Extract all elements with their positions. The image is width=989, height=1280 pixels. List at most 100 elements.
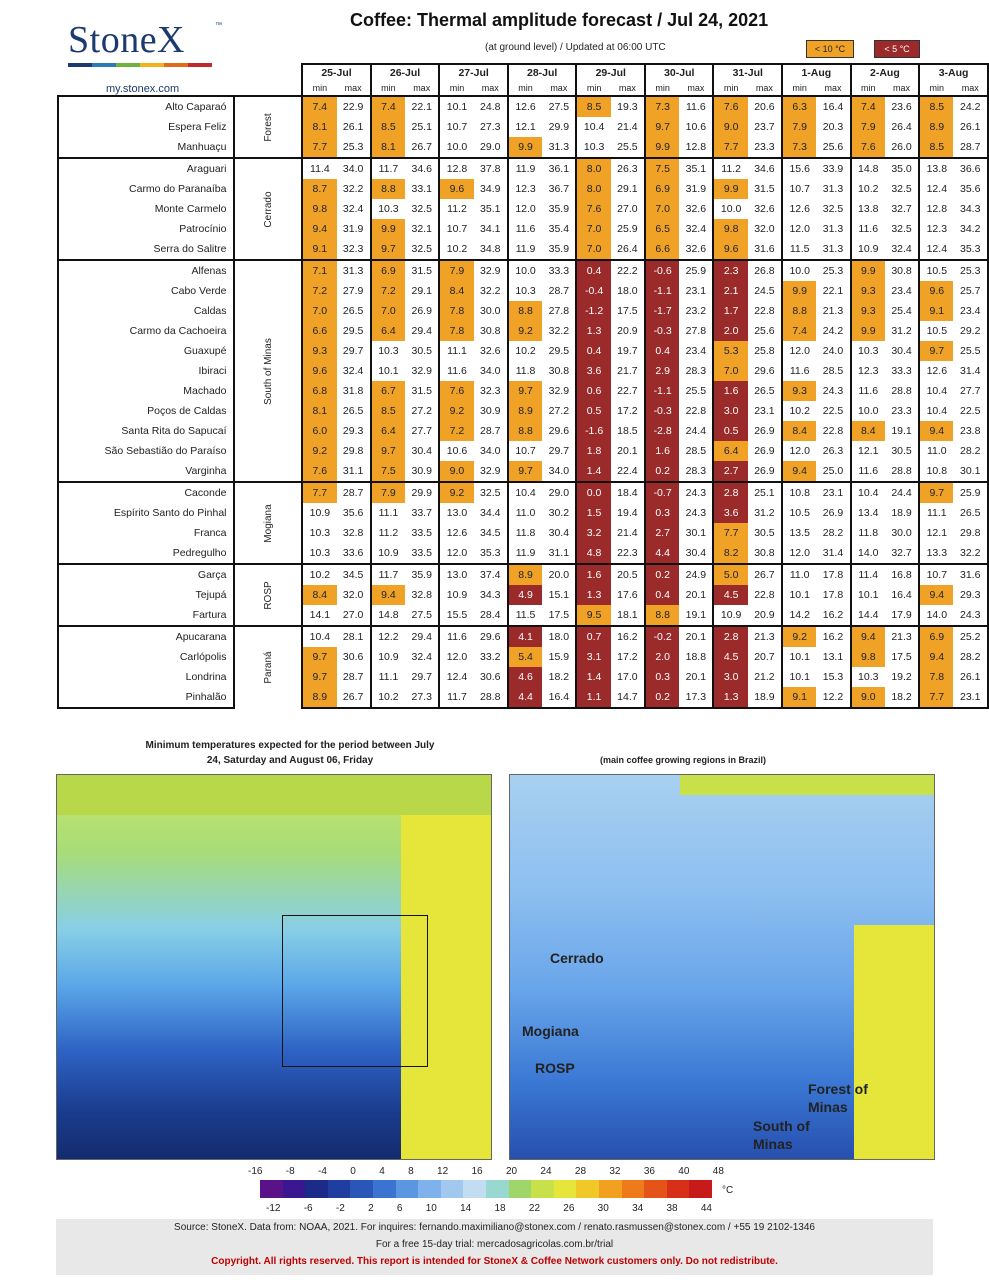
min-value: 8.9 xyxy=(918,117,954,137)
min-value: 8.8 xyxy=(644,605,680,626)
min-value: 12.0 xyxy=(781,543,817,564)
min-value: 10.1 xyxy=(781,585,817,605)
max-value: 29.7 xyxy=(548,445,570,457)
min-value: 9.7 xyxy=(918,341,954,361)
max-value: 33.9 xyxy=(816,157,851,179)
min-value: 11.1 xyxy=(369,503,406,523)
colorbar-tick: 36 xyxy=(643,1166,655,1177)
min-value: 9.7 xyxy=(369,441,406,461)
min-value: 9.7 xyxy=(506,461,543,482)
max-value: 31.4 xyxy=(953,361,989,381)
min-value: 12.0 xyxy=(781,219,817,239)
max-value: 28.3 xyxy=(685,365,707,377)
max-header: max xyxy=(413,83,431,93)
max-value: 34.3 xyxy=(480,589,501,601)
colorbar-tick: 32 xyxy=(609,1166,621,1177)
max-value: 25.1 xyxy=(411,121,432,133)
min-value: 13.0 xyxy=(438,563,474,585)
min-value: 10.9 xyxy=(849,239,885,260)
max-value: 25.3 xyxy=(953,259,989,281)
max-value: 30.6 xyxy=(342,651,364,663)
max-value: 33.3 xyxy=(542,259,577,281)
min-header: min xyxy=(918,81,954,96)
max-value: 21.4 xyxy=(617,527,638,539)
max-value: 18.9 xyxy=(747,687,783,709)
max-value: 36.7 xyxy=(548,183,570,195)
max-value: 31.9 xyxy=(342,223,364,235)
city-name: Apucarana xyxy=(57,625,234,647)
max-value: 30.8 xyxy=(884,259,920,281)
min-value: 9.9 xyxy=(644,137,680,158)
max-value: 26.5 xyxy=(342,305,364,317)
city-name: Carmo da Cachoeira xyxy=(57,321,234,341)
min-value: 9.6 xyxy=(712,239,748,260)
min-value: 1.4 xyxy=(575,667,611,687)
max-value: 21.2 xyxy=(754,671,775,683)
min-value: 14.0 xyxy=(918,605,954,626)
max-header: max xyxy=(481,83,499,93)
header-blank xyxy=(58,81,234,96)
min-value: 7.4 xyxy=(369,95,406,117)
max-value: 17.0 xyxy=(617,671,638,683)
min-value: 12.0 xyxy=(781,341,817,361)
min-value: 8.1 xyxy=(369,137,406,158)
max-value: 28.5 xyxy=(822,365,844,377)
max-value: 23.8 xyxy=(953,421,989,441)
min-value: 10.8 xyxy=(918,461,954,482)
max-value: 33.3 xyxy=(891,365,912,377)
min-value: 9.9 xyxy=(781,281,817,301)
max-value: 23.1 xyxy=(953,687,989,709)
max-value: 19.3 xyxy=(610,95,646,117)
max-value: 25.7 xyxy=(953,281,989,301)
max-value: 24.8 xyxy=(473,95,508,117)
min-value: 10.7 xyxy=(438,219,474,239)
max-value: 31.2 xyxy=(891,325,912,337)
min-value: 0.7 xyxy=(575,625,611,647)
max-value: 30.5 xyxy=(754,527,775,539)
colorbar-swatch xyxy=(327,1180,351,1198)
min-value: 10.0 xyxy=(849,401,885,421)
day-header: 30-Jul xyxy=(644,63,714,81)
min-value: 10.5 xyxy=(918,321,954,341)
max-value: 11.6 xyxy=(679,95,714,117)
min-value: 10.4 xyxy=(575,117,611,137)
footer-trial[interactable]: For a free 15-day trial: mercadosagricol… xyxy=(375,1239,614,1250)
min-value: 9.6 xyxy=(918,281,954,301)
max-value: 34.4 xyxy=(480,507,501,519)
max-value: 31.1 xyxy=(548,547,570,559)
max-value: 29.6 xyxy=(754,365,775,377)
min-value: 10.2 xyxy=(781,401,817,421)
max-value: 25.3 xyxy=(342,141,364,153)
max-value: 27.2 xyxy=(548,405,570,417)
min-value: 11.4 xyxy=(301,157,337,179)
min-value: 11.0 xyxy=(918,441,954,461)
max-value: 28.8 xyxy=(473,687,508,709)
min-value: 7.0 xyxy=(712,361,748,381)
min-value: 0.3 xyxy=(644,503,680,523)
max-value: 30.9 xyxy=(411,465,432,477)
colorbar-tick: 14 xyxy=(460,1203,472,1214)
min-value: 8.0 xyxy=(575,179,611,199)
min-value: 4.6 xyxy=(506,667,543,687)
city-name: Guaxupé xyxy=(57,341,234,361)
min-header: min xyxy=(781,81,817,96)
max-value: 33.5 xyxy=(411,547,432,559)
site-link[interactable]: my.stonex.com xyxy=(106,83,180,95)
min-value: 10.1 xyxy=(781,647,817,667)
max-value: 37.4 xyxy=(473,563,508,585)
min-value: 13.8 xyxy=(918,157,954,179)
max-value: 18.4 xyxy=(610,481,646,503)
max-value: 34.9 xyxy=(480,183,501,195)
colorbar-tick: 18 xyxy=(494,1203,506,1214)
min-value: 7.7 xyxy=(301,481,337,503)
max-value: 26.0 xyxy=(891,141,912,153)
max-value: 27.9 xyxy=(342,285,364,297)
max-value: 25.9 xyxy=(953,481,989,503)
max-value: 22.7 xyxy=(617,385,638,397)
min-value: 9.7 xyxy=(644,117,680,137)
min-value: 7.0 xyxy=(575,219,611,239)
min-value: 12.0 xyxy=(506,199,543,219)
min-value: 11.7 xyxy=(369,563,406,585)
colorbar-swatch xyxy=(689,1180,712,1198)
max-value: 23.4 xyxy=(891,285,912,297)
